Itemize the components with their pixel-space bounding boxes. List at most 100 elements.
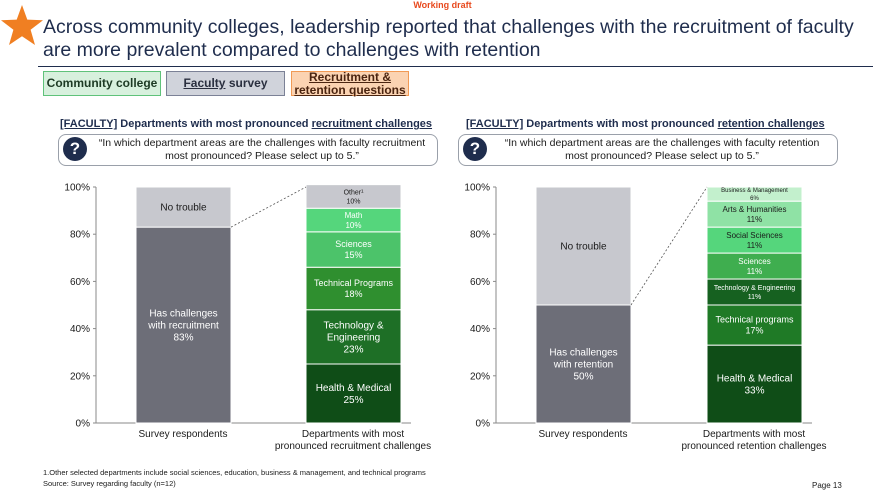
page-title: Across community colleges, leadership re… — [43, 16, 854, 61]
y-tick-label: 100% — [64, 183, 90, 194]
y-tick-label: 0% — [476, 419, 491, 430]
bar-segment — [305, 184, 402, 209]
right-heading-mid: Departments with most pronounced — [523, 118, 718, 130]
data-label: 11% — [747, 267, 762, 276]
data-label: Other¹ — [344, 189, 365, 196]
tag-recruitment-retention: Recruitment & retention questions — [291, 69, 409, 97]
left-heading-tag: [FACULTY] — [60, 118, 118, 130]
bar-segment — [706, 186, 803, 202]
tag-community-college: Community college — [43, 71, 161, 96]
data-label: 23% — [343, 344, 363, 355]
right-question-box — [458, 134, 838, 166]
data-label: Technical Programs — [314, 278, 394, 288]
data-label: Health & Medical — [717, 374, 793, 385]
y-tick-label: 20% — [470, 371, 490, 382]
x-category-label: Departments with most — [302, 429, 404, 440]
y-tick-label: 0% — [76, 419, 91, 430]
title-divider — [38, 66, 873, 67]
data-label: Sciences — [335, 239, 372, 249]
left-heading-mid: Departments with most pronounced — [117, 118, 312, 130]
tag-recruitment-line1: Recruitment & — [308, 69, 391, 84]
data-label: with retention — [553, 360, 613, 371]
star-icon — [1, 5, 43, 45]
left-panel-heading: [FACULTY] Departments with most pronounc… — [60, 118, 432, 130]
x-category-label: Survey respondents — [539, 429, 628, 440]
data-label: Technology & — [323, 320, 383, 331]
data-label: 83% — [173, 333, 193, 344]
tag-faculty-word: Faculty — [183, 76, 226, 90]
bar-segment — [706, 252, 803, 280]
bar-segment — [706, 344, 803, 424]
left-question-text: “In which department areas are the chall… — [98, 137, 426, 162]
data-label: 50% — [573, 372, 593, 383]
x-category-label: Survey respondents — [139, 429, 228, 440]
y-tick-label: 100% — [464, 183, 490, 194]
source-note: Source: Survey regarding faculty (n=12) — [43, 479, 176, 488]
bar-segment — [706, 226, 803, 254]
left-heading-underlined: recruitment challenges — [311, 118, 433, 130]
data-label: Technical programs — [715, 315, 794, 325]
data-label: Technology & Engineering — [714, 285, 795, 292]
bar-segment — [535, 186, 632, 306]
bar-segment — [706, 200, 803, 228]
data-label: Has challenges — [149, 309, 217, 320]
question-icon: ? — [63, 137, 87, 161]
data-label: Health & Medical — [316, 383, 392, 394]
bar-segment — [305, 266, 402, 311]
right-heading-tag: [FACULTY] — [466, 118, 524, 130]
data-label: Arts & Humanities — [722, 205, 786, 214]
y-tick-label: 60% — [470, 277, 490, 288]
bar-segment — [706, 278, 803, 306]
bar-segment — [135, 226, 232, 424]
x-category-label: pronounced retention challenges — [681, 441, 826, 452]
bar-segment — [305, 231, 402, 268]
data-label: No trouble — [160, 203, 207, 214]
y-tick-label: 40% — [470, 324, 490, 335]
question-icon: ? — [463, 137, 487, 161]
data-label: 6% — [750, 196, 759, 202]
data-label: Math — [345, 211, 363, 220]
footnote: 1.Other selected departments include soc… — [43, 468, 426, 477]
data-label: with recruitment — [147, 321, 219, 332]
data-label: Has challenges — [549, 348, 617, 359]
data-label: 11% — [747, 241, 762, 250]
right-panel-heading: [FACULTY] Departments with most pronounc… — [466, 118, 825, 130]
tag-faculty-survey: Faculty survey — [166, 71, 285, 96]
y-tick-label: 80% — [70, 230, 90, 241]
data-label: 10% — [345, 221, 361, 230]
data-label: 10% — [346, 198, 360, 205]
data-label: 15% — [344, 250, 362, 260]
y-tick-label: 40% — [70, 324, 90, 335]
data-label: Engineering — [327, 332, 380, 343]
x-category-label: Departments with most — [703, 429, 805, 440]
data-label: No trouble — [560, 242, 607, 253]
data-label: 33% — [744, 386, 764, 397]
y-tick-label: 60% — [70, 277, 90, 288]
tag-survey-word: survey — [228, 76, 268, 90]
data-label: Business & Management — [721, 188, 788, 194]
y-tick-label: 80% — [470, 230, 490, 241]
y-tick-label: 20% — [70, 371, 90, 382]
bar-segment — [305, 309, 402, 365]
left-question-box — [58, 134, 438, 166]
page-number: Page 13 — [812, 481, 842, 490]
connector-line — [230, 186, 307, 228]
data-label: Social Sciences — [726, 231, 782, 240]
data-label: 25% — [343, 395, 363, 406]
connector-line — [630, 186, 708, 306]
bar-segment — [305, 363, 402, 424]
right-heading-underlined: retention challenges — [717, 118, 825, 130]
data-label: 11% — [747, 215, 762, 224]
data-label: 17% — [745, 326, 763, 336]
working-draft-label: Working draft — [413, 0, 472, 10]
data-label: Sciences — [738, 257, 770, 266]
x-category-label: pronounced recruitment challenges — [275, 441, 431, 452]
data-label: 11% — [748, 294, 762, 301]
right-question-text: “In which department areas are the chall… — [504, 137, 820, 162]
data-label: 18% — [344, 289, 362, 299]
bar-segment — [135, 186, 232, 228]
tag-recruitment-line2: retention questions — [294, 82, 406, 97]
